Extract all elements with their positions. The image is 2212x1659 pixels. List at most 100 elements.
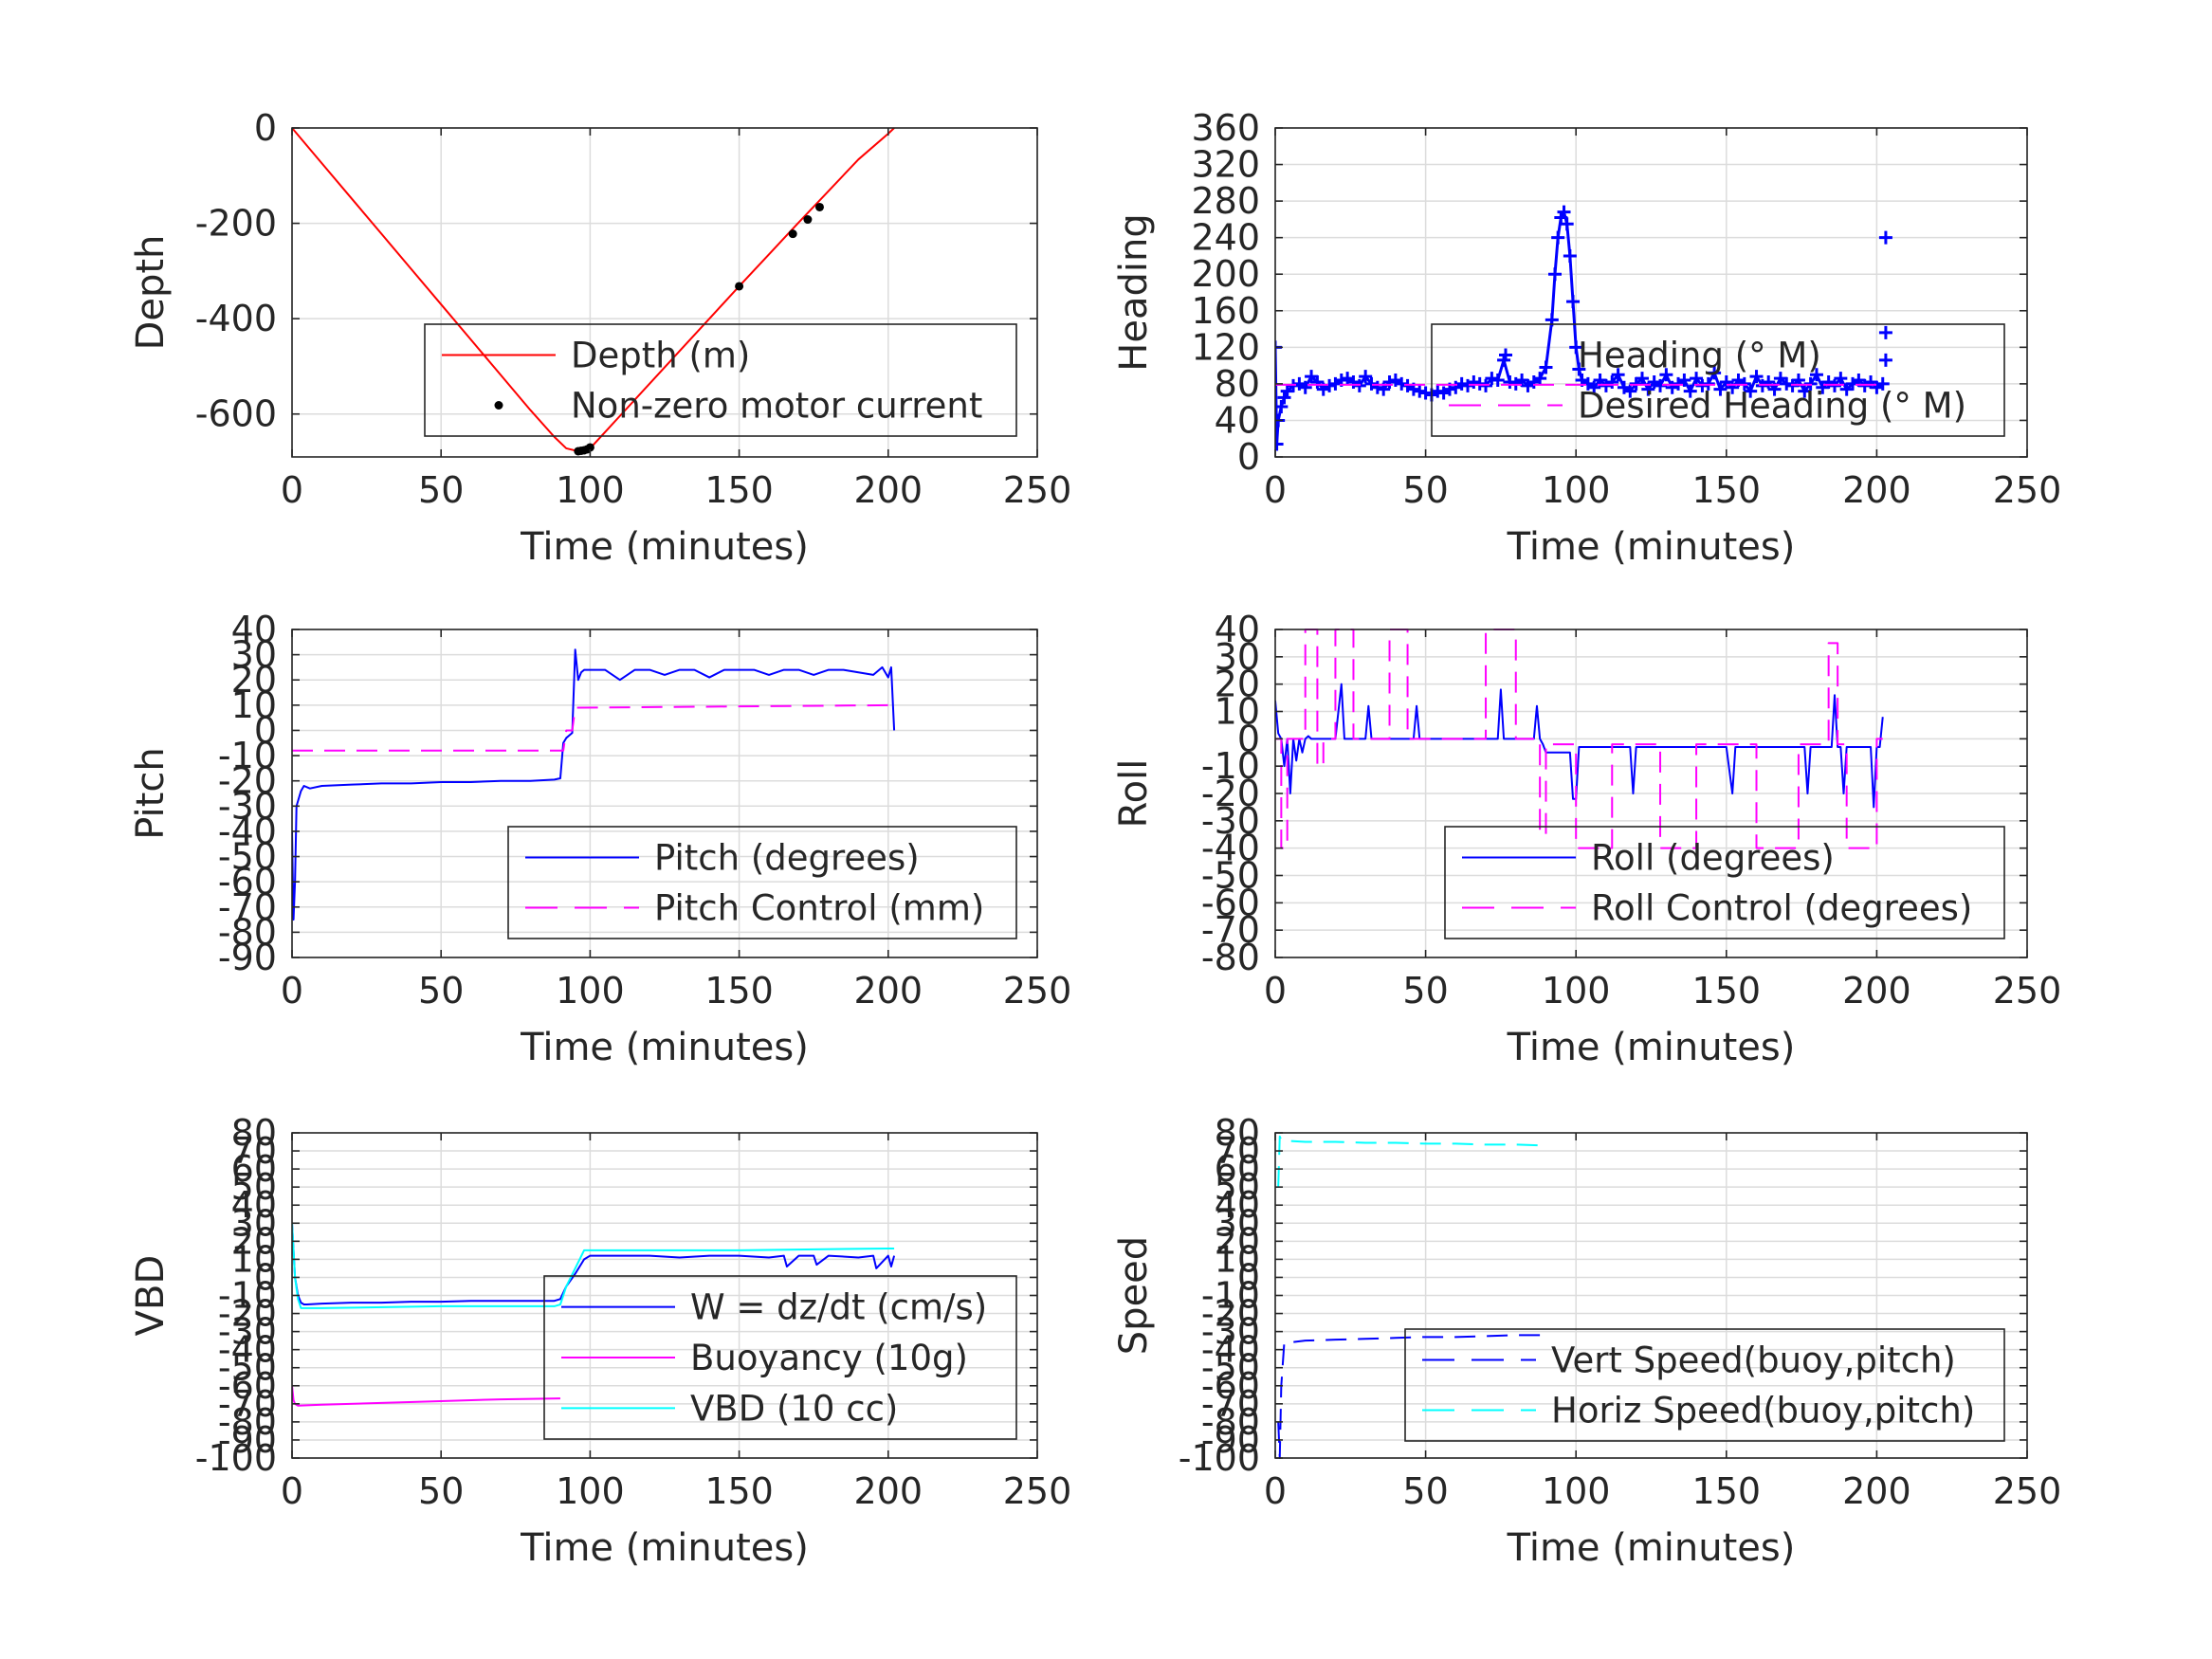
y-tick-label: -60 [218,1365,277,1407]
y-tick-label: 30 [231,1202,277,1244]
y-tick-label: -10 [1201,745,1260,787]
x-axis-label: Time (minutes) [1507,1026,1796,1069]
x-tick-label: 200 [1842,1470,1911,1512]
y-tick-label: -80 [1201,1401,1260,1443]
y-tick-label: -50 [1201,855,1260,897]
x-tick-label: 150 [1692,469,1762,511]
y-tick-label: -40 [1201,828,1260,869]
y-tick-label: 30 [1215,636,1260,678]
x-axis-label: Time (minutes) [520,1026,809,1069]
y-tick-label: 10 [1215,691,1260,733]
chart-roll: 0 50 100 150 200 250403020100-10-20-30-40-50-… [1112,609,2061,1069]
chart-heading: 0 50 100 150 200 2500408012016020024028032036… [1112,107,2061,569]
y-tick-label: -40 [218,811,277,852]
data-point [735,282,744,291]
axes-box [1274,127,2028,458]
x-tick-label: 100 [1542,469,1611,511]
y-tick-label: 240 [1191,217,1260,259]
y-tick-label: -60 [1201,882,1260,923]
y-tick-label: -60 [1201,1365,1260,1407]
legend-box [1444,826,2005,939]
y-tick-label: -40 [1201,1329,1260,1371]
legend-label: Desired Heading (° M) [1578,386,1966,427]
legend-entry: Pitch (degrees) [525,838,920,879]
y-tick-label: -50 [218,836,277,878]
series-heading-0-trace [1275,208,1884,445]
legend-entry: Buoyancy (10g) [561,1338,968,1378]
x-tick-label: 0 [1264,469,1287,511]
legend-box [424,323,1017,437]
x-tick-label: 150 [704,970,774,1012]
legend-entry: Pitch Control (mm) [525,888,984,929]
y-axis-label: Heading [1112,213,1156,371]
data-point [585,443,594,452]
y-tick-label: 20 [1215,1220,1260,1262]
x-tick-label: 0 [281,970,303,1012]
x-tick-label: 250 [1993,970,2062,1012]
legend-marker [494,401,503,410]
data-point [788,229,797,239]
y-tick-label: -30 [218,785,277,827]
legend-entry: Roll Control (degrees) [1462,888,1972,929]
x-tick-label: 50 [1402,970,1448,1012]
data-point [1878,230,1892,245]
y-tick-label: -80 [1201,937,1260,978]
y-tick-label: 320 [1191,144,1260,186]
y-tick-label: -30 [1201,1311,1260,1353]
legend: Roll (degrees) Roll Control (degrees) [1444,826,2005,939]
legend-label: Non-zero motor current [571,386,982,427]
legend-label: Vert Speed(buoy,pitch) [1551,1340,1956,1381]
y-tick-label: 280 [1191,180,1260,222]
x-tick-label: 150 [1692,970,1762,1012]
series-roll-1 [1275,629,1883,849]
y-tick-label: -30 [218,1311,277,1353]
legend-label: Roll (degrees) [1591,838,1835,879]
y-tick-label: 0 [1237,718,1260,759]
y-tick-label: 50 [1215,1166,1260,1208]
y-tick-label: 40 [1215,1184,1260,1226]
plot-area [292,629,1037,957]
y-axis-label: Depth [129,235,173,351]
series-depth-1 [574,202,824,456]
x-tick-label: 0 [1264,1470,1287,1512]
chart-vbd: 0 50 100 150 200 25080706050403020100-10-20-3… [129,1112,1071,1570]
y-tick-label: -20 [1201,1293,1260,1335]
x-tick-label: 200 [854,469,923,511]
legend-label: VBD (10 cc) [690,1388,898,1429]
series-group [292,127,895,456]
legend-entry: Depth (m) [442,336,750,376]
y-tick-label: -90 [218,937,277,978]
x-tick-label: 50 [1402,469,1448,511]
legend-label: Heading (° M) [1578,336,1821,376]
legend-label: W = dz/dt (cm/s) [690,1287,987,1328]
x-tick-label: 250 [1003,970,1072,1012]
x-tick-label: 50 [418,469,464,511]
y-tick-label: 40 [1215,399,1260,441]
plot-area [1275,128,2027,457]
series-vbd-0 [292,1223,896,1306]
y-tick-label: -30 [1201,800,1260,842]
y-tick-label: 30 [1215,1202,1260,1244]
legend-label: Pitch (degrees) [654,838,920,879]
x-tick-label: 200 [854,1470,923,1512]
y-tick-label: -50 [218,1347,277,1389]
legend-entry: Desired Heading (° M) [1449,386,1966,427]
legend: Vert Speed(buoy,pitch) Horiz Speed(buoy,p… [1404,1328,2005,1442]
y-tick-label: -70 [1201,909,1260,951]
x-tick-label: 200 [854,970,923,1012]
x-tick-label: 250 [1993,469,2062,511]
y-tick-label: 60 [1215,1148,1260,1190]
axes-box [291,629,1038,958]
y-tick-label: 10 [231,1238,277,1280]
legend-marker [1499,348,1512,362]
legend-label: Buoyancy (10g) [690,1338,968,1378]
y-tick-label: -80 [218,911,277,953]
y-tick-label: -600 [195,393,277,435]
x-tick-label: 100 [556,970,625,1012]
axes-box [291,127,1038,458]
data-point [1878,353,1892,367]
y-tick-label: 160 [1191,290,1260,332]
y-tick-label: 70 [1215,1130,1260,1172]
x-tick-label: 150 [1692,1470,1762,1512]
